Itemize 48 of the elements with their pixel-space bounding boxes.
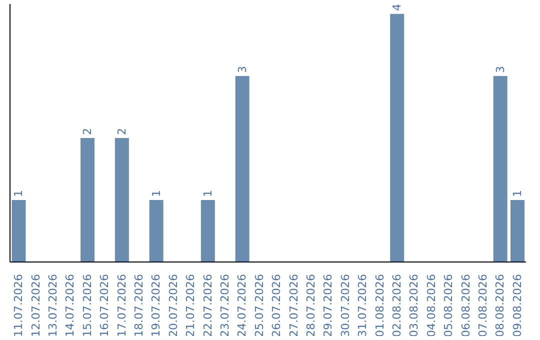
x-tick-label: 06.08.2026 — [459, 274, 472, 337]
data-label: 1 — [12, 190, 26, 197]
data-label: 2 — [81, 128, 94, 135]
bar — [12, 200, 26, 262]
x-tick-label: 09.08.2026 — [510, 274, 524, 337]
bar — [493, 76, 508, 262]
x-tick-label: 12.07.2026 — [29, 274, 42, 337]
x-tick-label: 27.07.2026 — [287, 274, 300, 337]
x-tick-label: 26.07.2026 — [270, 274, 284, 337]
bar — [80, 138, 95, 262]
bar — [390, 14, 404, 262]
x-tick-label: 18.07.2026 — [132, 274, 146, 337]
x-tick-label: 03.08.2026 — [408, 274, 421, 337]
x-tick-label: 08.08.2026 — [494, 274, 507, 337]
bar — [114, 138, 129, 262]
bar — [149, 200, 164, 262]
x-tick-label: 13.07.2026 — [46, 274, 60, 337]
x-tick-label: 24.07.2026 — [236, 274, 249, 337]
x-tick-label: 25.07.2026 — [252, 274, 266, 337]
data-label: 2 — [115, 128, 128, 135]
x-tick-label: 05.08.2026 — [442, 274, 456, 337]
data-label: 3 — [236, 66, 249, 73]
x-tick-label: 19.07.2026 — [150, 274, 163, 337]
x-tick-label: 15.07.2026 — [80, 274, 94, 337]
bar — [510, 200, 525, 262]
x-tick-label: 17.07.2026 — [115, 274, 128, 337]
bar — [235, 76, 250, 262]
x-tick-label: 20.07.2026 — [166, 274, 180, 337]
x-tick-label: 23.07.2026 — [218, 274, 232, 337]
x-tick-label: 30.07.2026 — [338, 274, 352, 337]
x-tick-label: 01.08.2026 — [373, 274, 386, 337]
x-tick-label: 07.08.2026 — [476, 274, 490, 337]
data-label: 1 — [150, 190, 163, 197]
x-tick-label: 02.08.2026 — [390, 274, 404, 337]
bar — [200, 200, 215, 262]
x-tick-label: 14.07.2026 — [64, 274, 77, 337]
x-tick-label: 21.07.2026 — [184, 274, 198, 337]
data-label: 1 — [201, 190, 214, 197]
x-tick-label: 04.08.2026 — [424, 274, 438, 337]
data-label: 3 — [494, 66, 507, 73]
x-tick-label: 31.07.2026 — [356, 274, 370, 337]
x-tick-label: 11.07.2026 — [12, 274, 26, 337]
data-label: 1 — [511, 190, 524, 197]
x-tick-label: 22.07.2026 — [201, 274, 214, 337]
x-tick-label: 16.07.2026 — [98, 274, 112, 337]
x-tick-label: 28.07.2026 — [304, 274, 318, 337]
x-tick-label: 29.07.2026 — [322, 274, 335, 337]
data-label: 4 — [390, 4, 404, 11]
